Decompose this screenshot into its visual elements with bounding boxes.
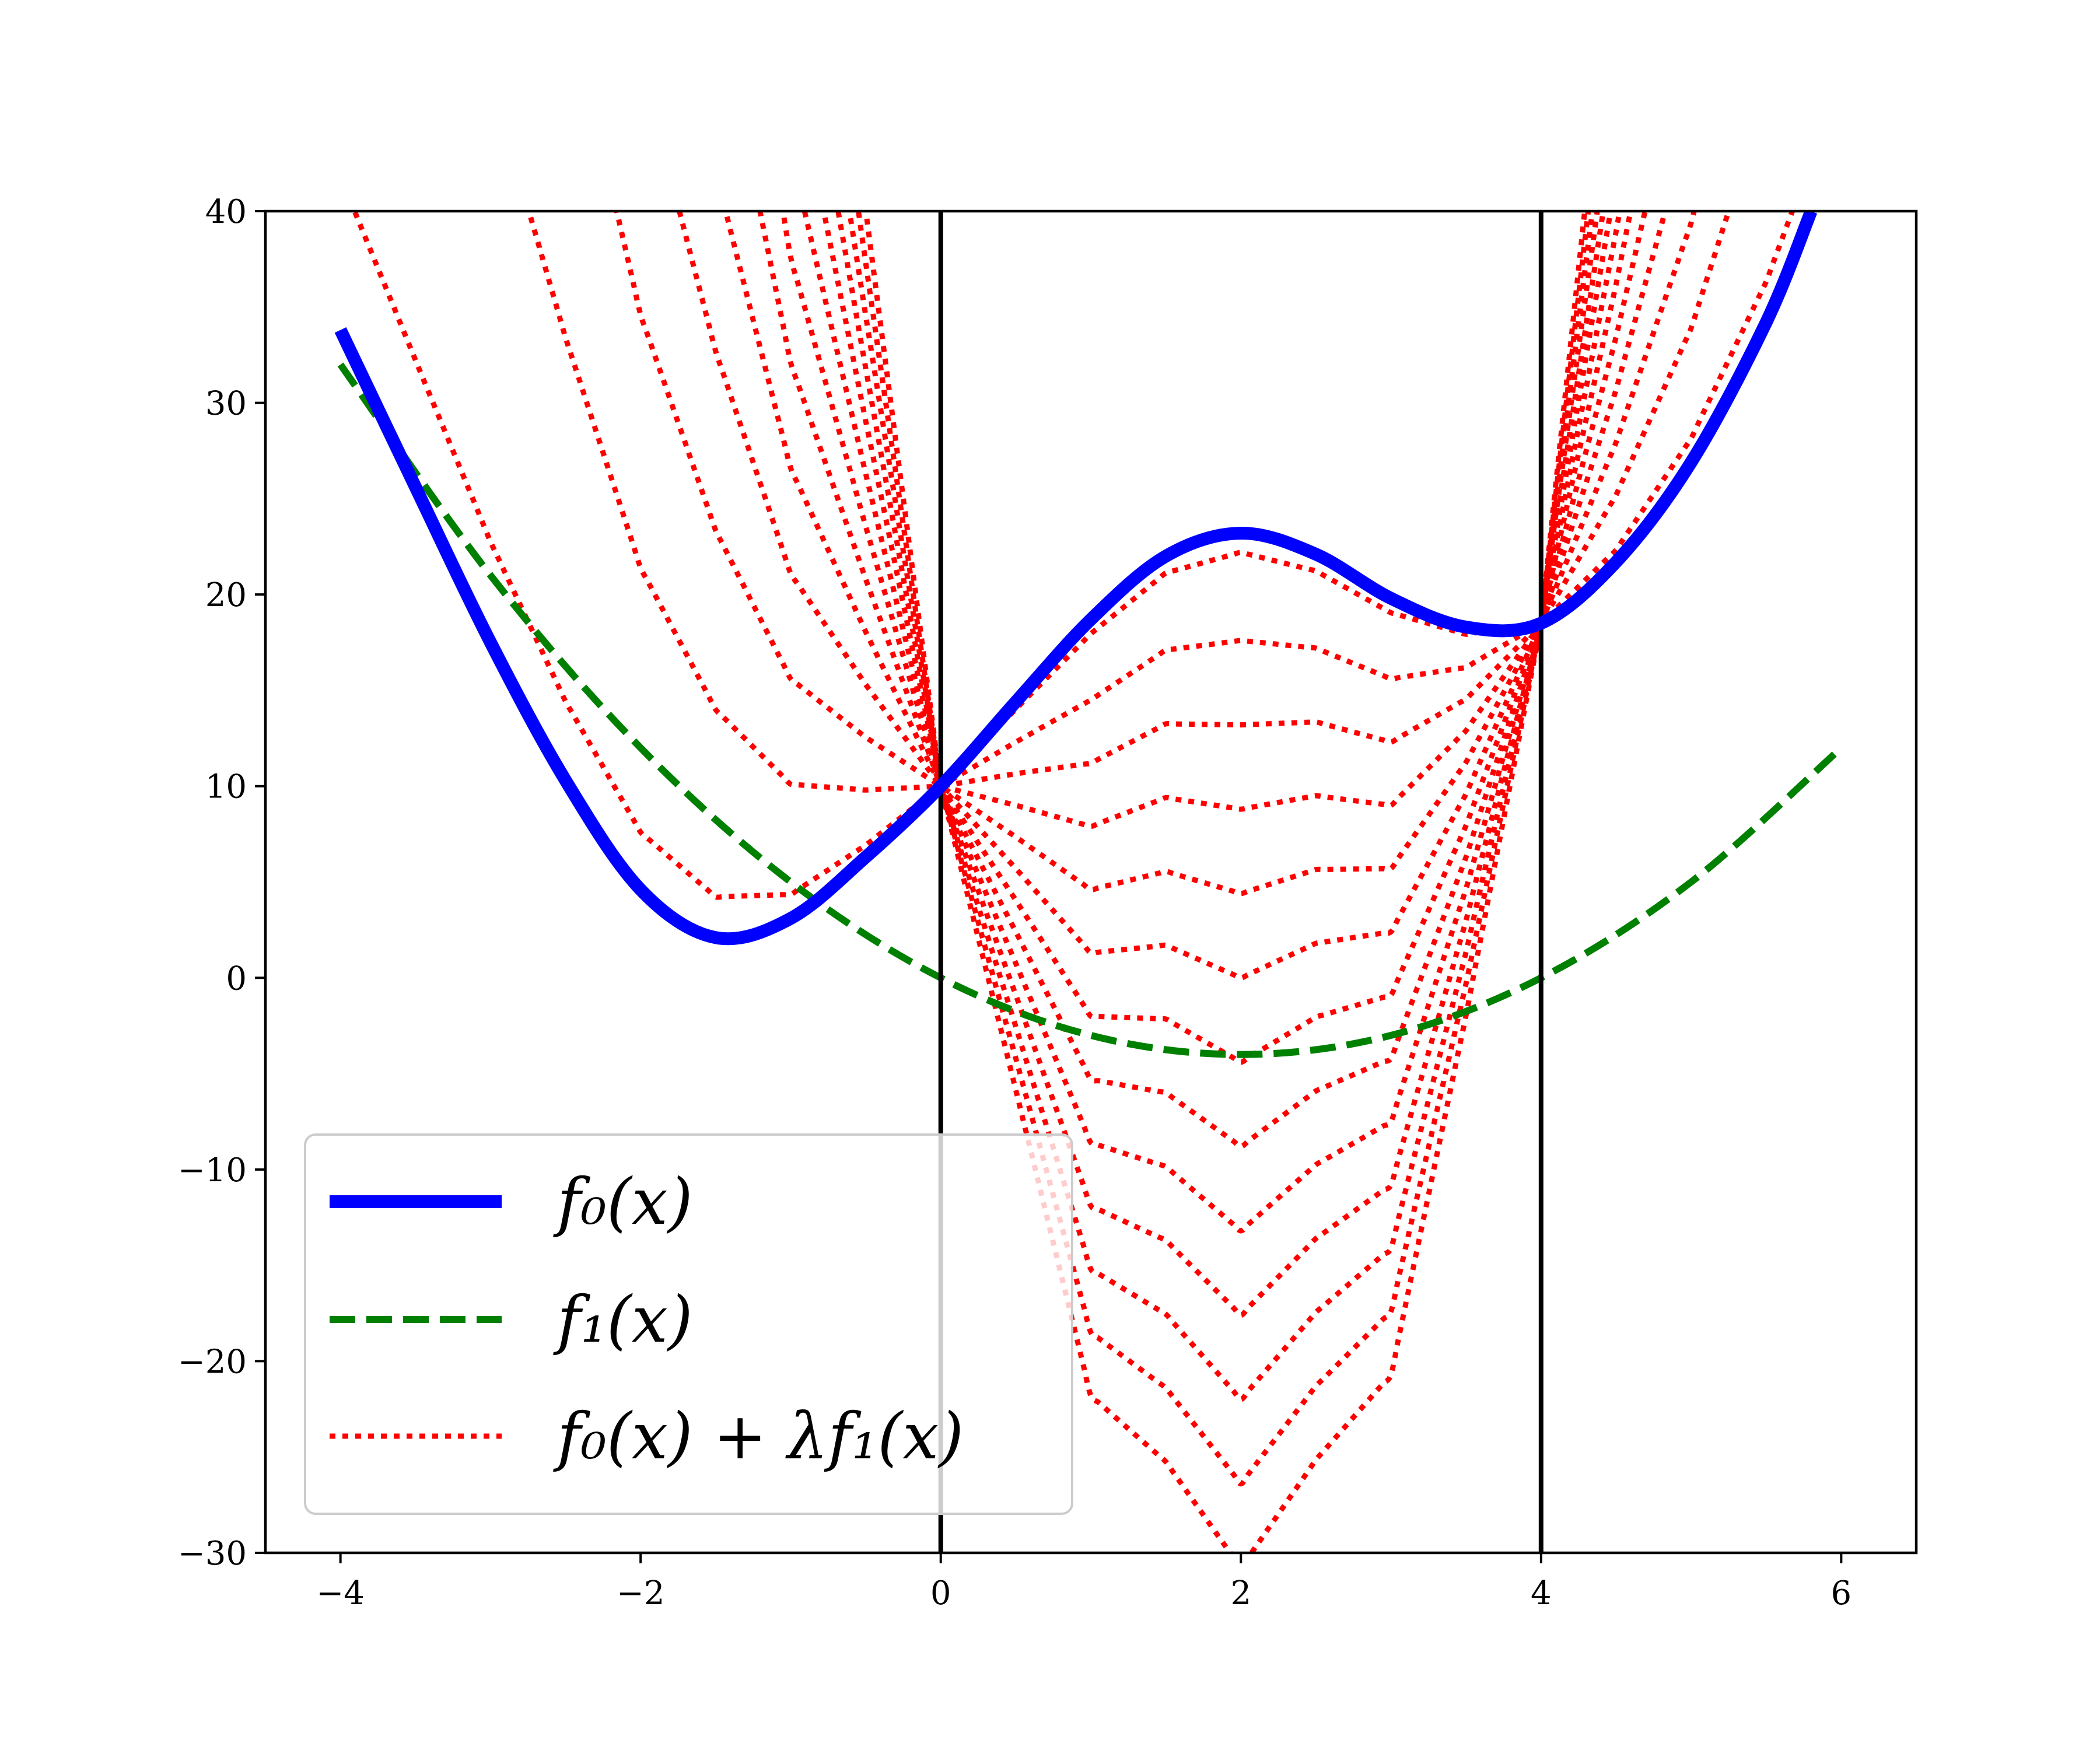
y-tick-label: −20 <box>178 1343 247 1381</box>
family-curve-2 <box>614 211 1697 789</box>
y-tick-label: 30 <box>205 385 247 423</box>
legend-box <box>304 1133 1073 1515</box>
family-curve-0 <box>351 211 1796 900</box>
x-tick-label: 2 <box>1230 1574 1251 1612</box>
y-tick-label: −10 <box>178 1152 247 1189</box>
x-tick-label: −4 <box>316 1574 365 1612</box>
family-curve-6 <box>780 211 1623 1065</box>
legend-label-f0: f₀(x) <box>553 1164 693 1239</box>
y-tick-label: 0 <box>226 960 247 998</box>
x-axis-ticks: −4 −2 0 2 4 6 <box>316 1553 1852 1612</box>
y-tick-label: −30 <box>178 1535 247 1573</box>
x-tick-label: 6 <box>1831 1574 1852 1612</box>
family-curve-1 <box>526 211 1732 793</box>
x-tick-label: 0 <box>930 1574 951 1612</box>
family-curve-4 <box>723 211 1648 897</box>
y-tick-label: 20 <box>205 576 247 614</box>
family-curve-7 <box>802 211 1614 1149</box>
x-tick-label: −2 <box>617 1574 665 1612</box>
y-tick-label: 40 <box>205 193 247 231</box>
y-tick-label: 10 <box>205 768 247 806</box>
y-axis-ticks: −30 −20 −10 0 10 20 30 40 <box>178 193 265 1573</box>
family-curve-3 <box>676 211 1668 830</box>
f0-curve <box>334 211 1818 946</box>
legend-label-family: f₀(x) + λf₁(x) <box>553 1399 964 1474</box>
x-tick-label: 4 <box>1531 1574 1552 1612</box>
legend-label-f1: f₁(x) <box>553 1282 693 1357</box>
axes-frame <box>264 209 1918 1555</box>
f1-curve <box>337 362 1844 1058</box>
legend: f₀(x) f₁(x) f₀(x) + λf₁(x) <box>304 1133 1073 1515</box>
plot-area <box>334 211 1844 1553</box>
